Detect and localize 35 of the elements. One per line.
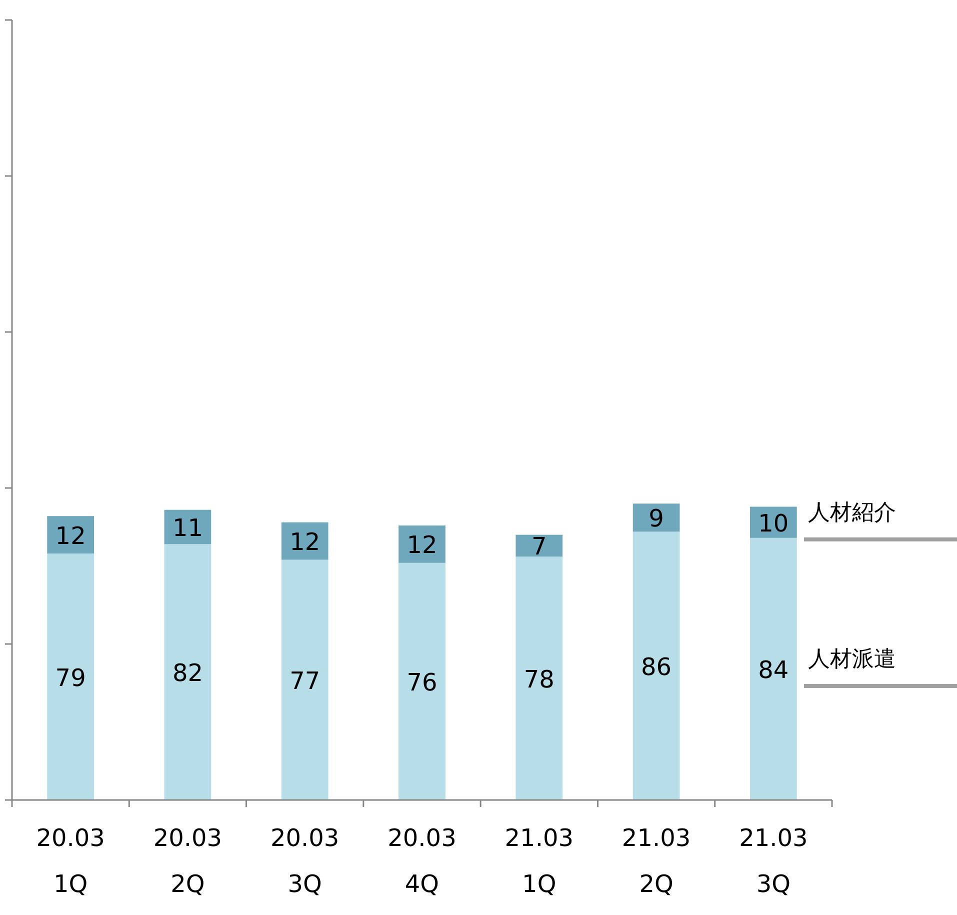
- data-label: 84: [758, 656, 789, 684]
- data-label: 79: [55, 664, 86, 692]
- data-label: 12: [406, 531, 438, 560]
- x-tick-label: 20.03 2Q: [153, 824, 222, 898]
- data-label: 7: [532, 532, 547, 561]
- data-label: 86: [641, 652, 672, 681]
- data-label: 77: [290, 666, 320, 695]
- bar: [47, 554, 94, 800]
- data-label: 10: [758, 509, 789, 538]
- series-label: 人材紹介: [808, 500, 896, 526]
- bar: [632, 504, 680, 532]
- bar: [516, 556, 563, 800]
- data-label: 76: [406, 668, 438, 696]
- bar: [398, 525, 446, 563]
- data-label: 11: [172, 514, 203, 542]
- bar: [164, 544, 212, 800]
- x-tick-label: 21.03 1Q: [504, 824, 574, 898]
- x-tick-label: 20.03 4Q: [388, 824, 456, 898]
- bar: [398, 562, 446, 800]
- data-label: 82: [172, 659, 203, 688]
- bar: [281, 560, 328, 800]
- bar: [47, 516, 94, 554]
- bar: [516, 534, 563, 557]
- data-label: 9: [648, 504, 664, 533]
- bar: [281, 522, 328, 560]
- x-tick-label: 21.03 3Q: [739, 824, 808, 898]
- bar: [632, 532, 680, 800]
- series-label: 人材派遣: [808, 646, 896, 672]
- data-label: 78: [524, 665, 554, 694]
- x-tick-label: 20.03 3Q: [270, 824, 340, 898]
- data-label: 12: [55, 522, 86, 550]
- x-tick-label: 20.03 1Q: [36, 824, 105, 898]
- bar: [750, 538, 797, 800]
- x-tick-label: 21.03 2Q: [622, 824, 691, 898]
- data-label: 12: [290, 528, 320, 556]
